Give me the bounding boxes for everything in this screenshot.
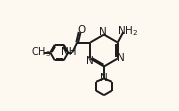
Text: O: O — [77, 25, 86, 35]
Text: NH: NH — [61, 47, 77, 57]
Text: NH$_2$: NH$_2$ — [117, 24, 138, 38]
Text: N: N — [100, 73, 108, 83]
Text: N: N — [86, 56, 93, 66]
Text: N: N — [99, 27, 107, 37]
Text: N: N — [117, 53, 124, 63]
Text: CH$_3$: CH$_3$ — [31, 46, 51, 59]
